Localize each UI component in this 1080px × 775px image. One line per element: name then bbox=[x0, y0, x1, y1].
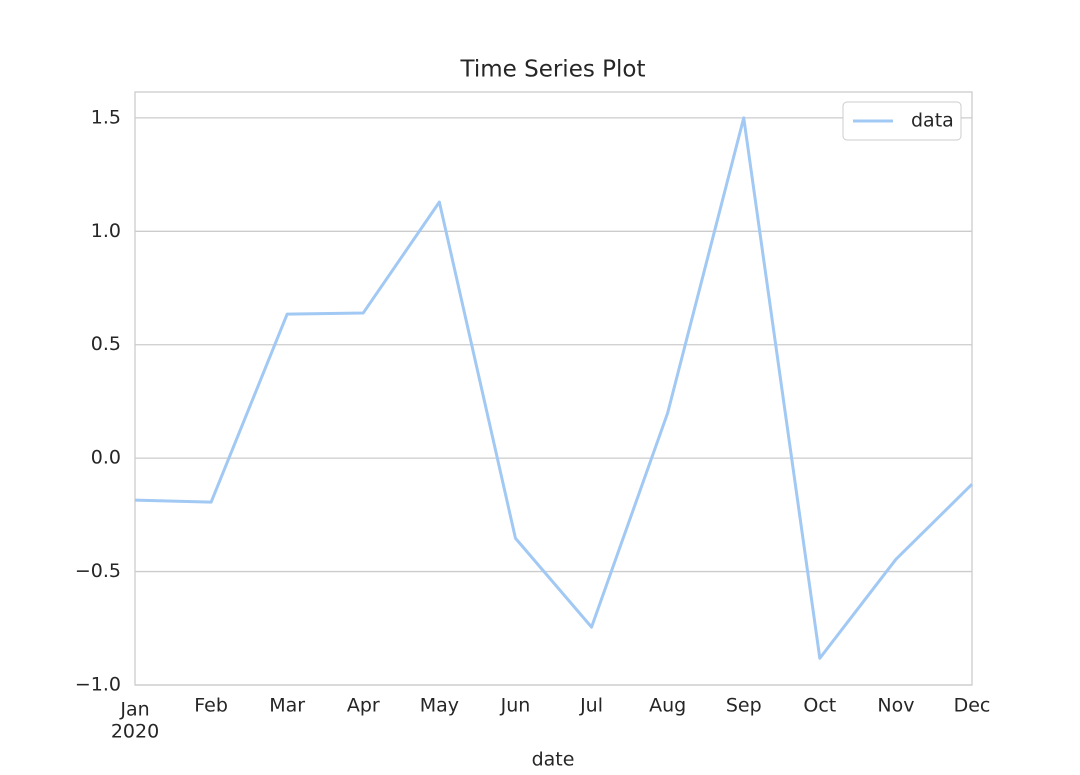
x-tick-label: Jun bbox=[500, 695, 531, 717]
x-tick-label: Jan bbox=[119, 699, 149, 721]
y-tick-label: −1.0 bbox=[75, 674, 121, 696]
x-tick-label: Dec bbox=[954, 695, 991, 717]
x-tick-label: Mar bbox=[269, 695, 305, 717]
legend-label: data bbox=[911, 110, 954, 132]
y-tick-label: 0.5 bbox=[91, 333, 121, 355]
y-tick-label: 1.5 bbox=[91, 106, 121, 128]
x-tick-label: Apr bbox=[347, 695, 380, 717]
x-tick-label: Oct bbox=[803, 695, 836, 717]
chart-title: Time Series Plot bbox=[460, 57, 646, 83]
y-tick-label: −0.5 bbox=[75, 560, 121, 582]
x-tick-label: Nov bbox=[877, 695, 914, 717]
x-tick-label: Feb bbox=[194, 695, 228, 717]
x-tick-label: Sep bbox=[726, 695, 762, 717]
x-tick-label: Jul bbox=[579, 695, 603, 717]
x-tick-label: Aug bbox=[649, 695, 686, 717]
x-axis-label: date bbox=[532, 749, 575, 771]
data-line bbox=[134, 116, 974, 660]
y-tick-label: 0.0 bbox=[91, 447, 121, 469]
x-tick-label: May bbox=[420, 695, 459, 717]
y-tick-label: 1.0 bbox=[91, 220, 121, 242]
x-year-label: 2020 bbox=[111, 721, 159, 743]
plot-frame bbox=[134, 91, 973, 686]
legend-box bbox=[842, 101, 962, 141]
